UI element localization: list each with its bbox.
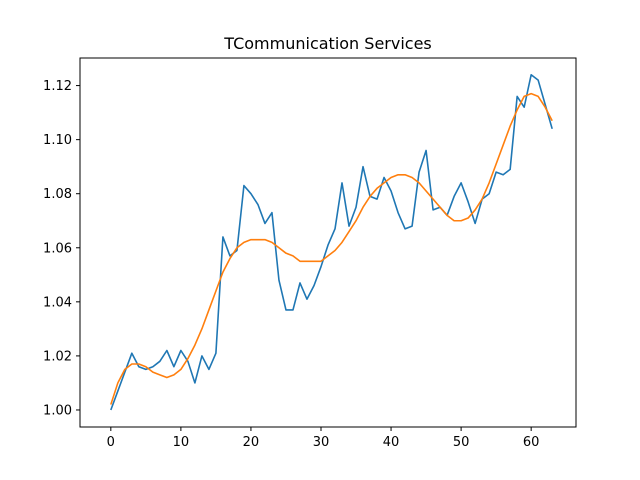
y-tick-label: 1.08	[43, 187, 72, 202]
x-axis: 0 10 20 30 40 50 60	[107, 427, 540, 450]
chart-title: TCommunication Services	[223, 34, 432, 53]
x-tick-label: 40	[383, 435, 400, 450]
x-tick-label: 20	[243, 435, 260, 450]
series-line-2	[110, 92, 553, 405]
x-tick-label: 0	[107, 435, 115, 450]
y-tick-label: 1.02	[43, 349, 72, 364]
series-line-1	[110, 73, 553, 411]
x-tick-label: 10	[173, 435, 190, 450]
plot-area-frame	[79, 57, 577, 428]
y-tick-label: 1.06	[43, 241, 72, 256]
y-tick-label: 1.12	[43, 79, 72, 94]
y-tick-label: 1.10	[43, 133, 72, 148]
x-tick-label: 30	[313, 435, 330, 450]
x-tick-label: 60	[523, 435, 540, 450]
x-tick-label: 50	[453, 435, 470, 450]
y-tick-label: 1.00	[43, 403, 72, 418]
y-axis: 1.00 1.02 1.04 1.06 1.08 1.10 1.12	[43, 79, 80, 418]
series-layer	[110, 73, 553, 411]
y-tick-label: 1.04	[43, 295, 72, 310]
